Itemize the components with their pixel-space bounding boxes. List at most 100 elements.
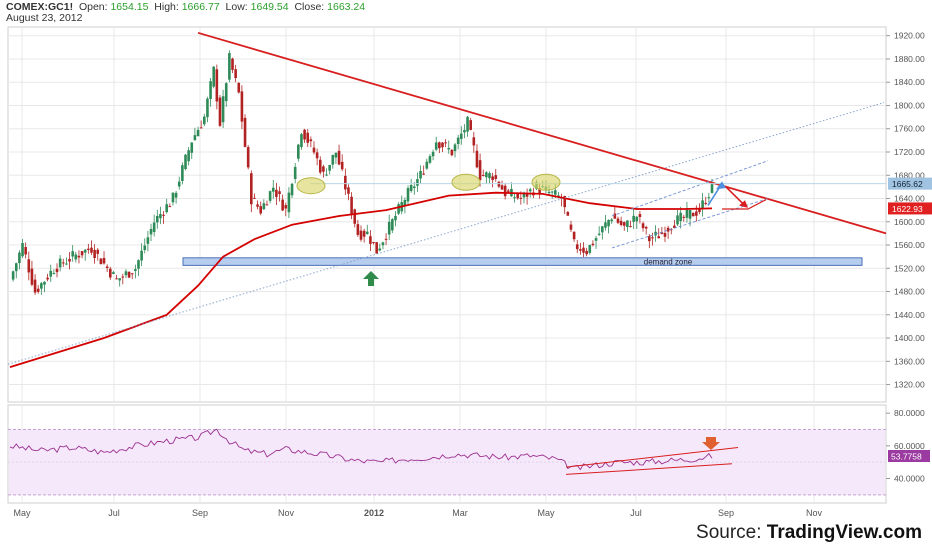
x-tick-label: Jul — [108, 508, 120, 518]
candle-body — [597, 233, 601, 235]
candle-body — [588, 244, 592, 253]
candle-body — [463, 130, 466, 133]
red-down-arrow-icon — [702, 437, 720, 450]
candle-body — [112, 272, 115, 275]
candle-body — [438, 142, 441, 149]
candle-body — [425, 161, 429, 169]
candle-body — [209, 81, 212, 100]
candle-body — [679, 212, 682, 222]
candle-body — [447, 147, 451, 150]
resistance-trendline — [197, 31, 887, 235]
candle-body — [228, 53, 231, 80]
candle-body — [300, 134, 303, 148]
candle-body — [315, 152, 319, 159]
low-value: 1649.54 — [250, 1, 289, 13]
y-tick-label: 1920.00 — [894, 31, 925, 41]
candle-body — [174, 192, 178, 198]
price-label-current: 1665.62 — [892, 179, 923, 189]
candle-body — [18, 252, 21, 263]
candle-body — [93, 249, 96, 259]
candle-body — [353, 209, 357, 224]
candle-body — [140, 250, 143, 261]
candle-body — [444, 142, 447, 144]
candle-body — [278, 191, 281, 195]
candle-body — [394, 215, 397, 221]
candle-body — [550, 191, 554, 193]
candle-body — [21, 243, 24, 257]
candle-body — [641, 223, 645, 229]
candle-body — [660, 232, 664, 234]
candle-body — [695, 211, 698, 216]
candle-body — [177, 181, 181, 187]
price-label-box — [888, 177, 932, 190]
close-value: 1663.24 — [327, 1, 366, 13]
candle-body — [488, 173, 491, 179]
low-label: Low: — [225, 1, 248, 13]
candle-body — [616, 218, 620, 223]
candle-body — [224, 83, 228, 102]
candle-body — [303, 129, 306, 140]
y-tick-label: 1600.00 — [894, 217, 925, 227]
candle-body — [337, 150, 341, 165]
candle-body — [58, 258, 62, 268]
candle-body — [409, 185, 413, 192]
candle-body — [431, 151, 435, 157]
candle-body — [159, 213, 162, 219]
candle-body — [11, 271, 15, 280]
rsi-tick-label: 60.0000 — [894, 441, 925, 451]
candle-body — [218, 97, 222, 126]
candle-body — [181, 165, 184, 182]
candle-body — [406, 188, 410, 202]
candle-body — [485, 172, 488, 178]
candle-body — [387, 221, 391, 235]
y-tick-label: 1480.00 — [894, 287, 925, 297]
candle-body — [90, 247, 93, 253]
candle-body — [30, 268, 34, 285]
axes: May Jul Sep Nov 2012 Mar May Jul Sep Nov 1920.00 18… — [13, 31, 932, 518]
candle-body — [55, 268, 59, 273]
candle-body — [165, 204, 168, 213]
candle-body — [629, 226, 632, 228]
candle-body — [118, 278, 121, 281]
candle-body — [124, 271, 128, 276]
highlight-ellipse — [531, 173, 561, 191]
source-credit: Source: TradingView.com — [696, 522, 922, 544]
candle-body — [328, 164, 331, 171]
candle-body — [384, 238, 388, 240]
candle-body — [287, 192, 291, 213]
x-tick-label: Nov — [806, 508, 823, 518]
candle-body — [68, 258, 71, 262]
candle-body — [127, 271, 131, 278]
candle-body — [87, 248, 90, 250]
candle-body — [149, 228, 153, 235]
channel-lower — [611, 198, 769, 249]
candle-body — [673, 225, 676, 229]
candle-body — [638, 214, 642, 218]
candle-body — [676, 215, 679, 225]
candle-body — [187, 150, 190, 162]
candle-body — [102, 257, 106, 264]
candle-body — [369, 236, 372, 244]
candle-body — [428, 156, 432, 163]
y-tick-label: 1680.00 — [894, 170, 925, 180]
x-tick-label: Nov — [278, 508, 295, 518]
candle-body — [322, 166, 325, 172]
candle-body — [669, 229, 673, 231]
candle-body — [347, 187, 350, 194]
y-tick-label: 1320.00 — [894, 380, 925, 390]
projection-path — [722, 199, 767, 210]
candle-body — [71, 251, 74, 257]
price-panel-frame — [7, 26, 887, 403]
channel-upper — [611, 160, 769, 217]
moving-average-line — [9, 191, 713, 368]
candle-body — [419, 170, 422, 179]
candle-body — [309, 139, 313, 142]
candle-body — [569, 224, 573, 230]
candle-body — [83, 249, 87, 253]
candle-body — [146, 237, 150, 244]
candle-body — [65, 263, 68, 265]
candle-body — [710, 181, 714, 193]
candle-body — [331, 154, 335, 165]
candle-body — [268, 191, 272, 201]
